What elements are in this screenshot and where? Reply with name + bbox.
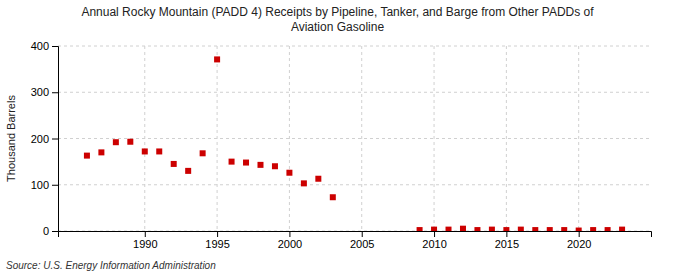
point bbox=[590, 227, 596, 231]
x-axis-tick: 2000 bbox=[278, 231, 302, 250]
y-axis-tick-label: 200 bbox=[31, 133, 49, 145]
x-axis-tick: 1990 bbox=[133, 231, 157, 250]
point bbox=[518, 227, 524, 231]
y-axis-tick-mark bbox=[52, 92, 58, 93]
point bbox=[286, 170, 292, 176]
plot-area: 1990 1995 2000 2005 2010 2015 2020 0 100 200 300 40… bbox=[31, 40, 652, 250]
point bbox=[474, 227, 480, 231]
x-axis-tick-mark bbox=[289, 231, 290, 237]
point bbox=[113, 139, 119, 145]
x-axis-tick-mark bbox=[579, 231, 580, 237]
point bbox=[561, 227, 567, 231]
grid-line-x bbox=[434, 46, 435, 231]
point bbox=[98, 149, 104, 155]
point bbox=[605, 227, 611, 231]
source-note: Source: U.S. Energy Information Administ… bbox=[6, 260, 216, 271]
x-axis: 1990 1995 2000 2005 2010 2015 2020 bbox=[59, 231, 652, 250]
point bbox=[547, 227, 553, 231]
grid-line-x bbox=[578, 46, 579, 231]
point bbox=[431, 227, 437, 231]
x-axis-tick-mark bbox=[145, 231, 146, 237]
point bbox=[532, 227, 538, 231]
x-axis-tick: 2005 bbox=[350, 231, 374, 250]
y-axis-tick-label: 0 bbox=[43, 225, 49, 237]
x-axis-tick-label: 2020 bbox=[567, 238, 591, 250]
title-line: Aviation Gasoline bbox=[291, 20, 384, 34]
y-axis: 0 100 200 300 400 bbox=[31, 40, 59, 237]
grid-line-x bbox=[361, 46, 362, 231]
x-axis-tick: 2015 bbox=[495, 231, 519, 250]
y-axis-tick-mark bbox=[52, 139, 58, 140]
y-axis-label: Thousand Barrels bbox=[5, 95, 17, 182]
x-axis-tick-mark bbox=[434, 231, 435, 237]
point bbox=[315, 176, 321, 182]
point bbox=[489, 227, 495, 231]
y-axis-tick-label: 100 bbox=[31, 179, 49, 191]
y-axis-tick: 400 bbox=[31, 40, 58, 52]
chart-svg: Annual Rocky Mountain (PADD 4) Receipts … bbox=[0, 0, 675, 275]
y-axis-tick-label: 400 bbox=[31, 40, 49, 52]
point bbox=[576, 228, 582, 231]
point bbox=[330, 194, 336, 200]
points bbox=[84, 56, 625, 231]
y-axis-tick: 0 bbox=[43, 225, 58, 237]
x-axis-tick-mark bbox=[217, 231, 218, 237]
x-axis-tick: 1995 bbox=[205, 231, 229, 250]
x-axis-line bbox=[59, 232, 652, 238]
grid-line-x bbox=[144, 46, 145, 231]
x-axis-tick-mark bbox=[362, 231, 363, 237]
point bbox=[257, 162, 263, 168]
x-axis-tick-label: 1995 bbox=[205, 238, 229, 250]
point bbox=[84, 153, 90, 159]
y-axis-tick-mark bbox=[52, 46, 58, 47]
point bbox=[229, 159, 235, 165]
point bbox=[243, 160, 249, 166]
x-axis-tick-label: 2000 bbox=[278, 238, 302, 250]
x-axis-tick-mark bbox=[506, 231, 507, 237]
point bbox=[185, 168, 191, 174]
x-axis-tick: 2020 bbox=[567, 231, 591, 250]
x-axis-tick-label: 1990 bbox=[133, 238, 157, 250]
point bbox=[171, 161, 177, 167]
point bbox=[301, 180, 307, 186]
chart-title: Annual Rocky Mountain (PADD 4) Receipts … bbox=[81, 5, 594, 34]
x-axis-tick: 2010 bbox=[422, 231, 446, 250]
grid-line-y bbox=[58, 138, 651, 139]
grid-line-y bbox=[58, 46, 651, 47]
point bbox=[619, 227, 625, 231]
y-axis-tick: 100 bbox=[31, 179, 58, 191]
grid-line-x bbox=[217, 46, 218, 231]
point bbox=[272, 163, 278, 169]
point bbox=[142, 148, 148, 154]
point bbox=[446, 227, 452, 231]
point bbox=[127, 139, 133, 145]
point bbox=[417, 227, 423, 231]
point bbox=[200, 150, 206, 156]
point bbox=[214, 56, 220, 62]
grid-line-x bbox=[289, 46, 290, 231]
grid-line-y bbox=[58, 184, 651, 185]
x-axis-tick-label: 2015 bbox=[495, 238, 519, 250]
y-axis-tick: 300 bbox=[31, 86, 58, 98]
y-axis-tick-mark bbox=[52, 185, 58, 186]
x-axis-tick-label: 2005 bbox=[350, 238, 374, 250]
y-axis-tick-mark bbox=[52, 231, 58, 232]
y-axis-tick: 200 bbox=[31, 133, 58, 145]
y-axis-tick-label: 300 bbox=[31, 86, 49, 98]
title-line: Annual Rocky Mountain (PADD 4) Receipts … bbox=[81, 5, 594, 19]
point bbox=[156, 148, 162, 154]
point bbox=[460, 226, 466, 231]
grid-line-x bbox=[506, 46, 507, 231]
y-axis-line bbox=[52, 47, 59, 232]
x-axis-tick-label: 2010 bbox=[422, 238, 446, 250]
grid-line-y bbox=[58, 92, 651, 93]
grid bbox=[58, 46, 651, 231]
point bbox=[503, 227, 509, 231]
